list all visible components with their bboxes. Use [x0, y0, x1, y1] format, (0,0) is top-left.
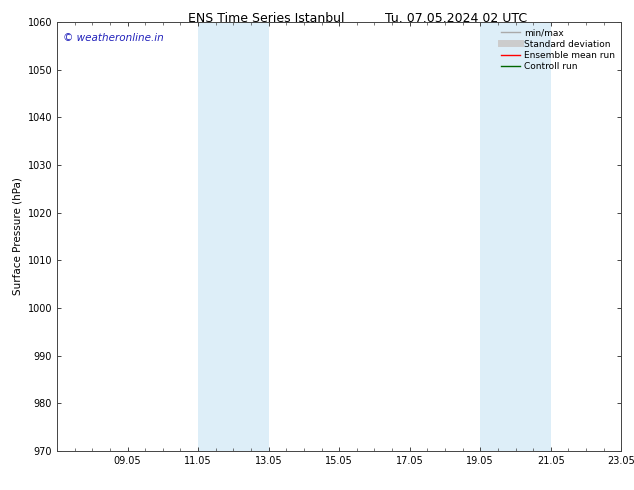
Text: Tu. 07.05.2024 02 UTC: Tu. 07.05.2024 02 UTC — [385, 12, 527, 25]
Text: ENS Time Series Istanbul: ENS Time Series Istanbul — [188, 12, 344, 25]
Legend: min/max, Standard deviation, Ensemble mean run, Controll run: min/max, Standard deviation, Ensemble me… — [499, 26, 617, 73]
Y-axis label: Surface Pressure (hPa): Surface Pressure (hPa) — [12, 177, 22, 295]
Text: © weatheronline.in: © weatheronline.in — [63, 33, 164, 43]
Bar — [481, 22, 551, 451]
Bar — [198, 22, 269, 451]
